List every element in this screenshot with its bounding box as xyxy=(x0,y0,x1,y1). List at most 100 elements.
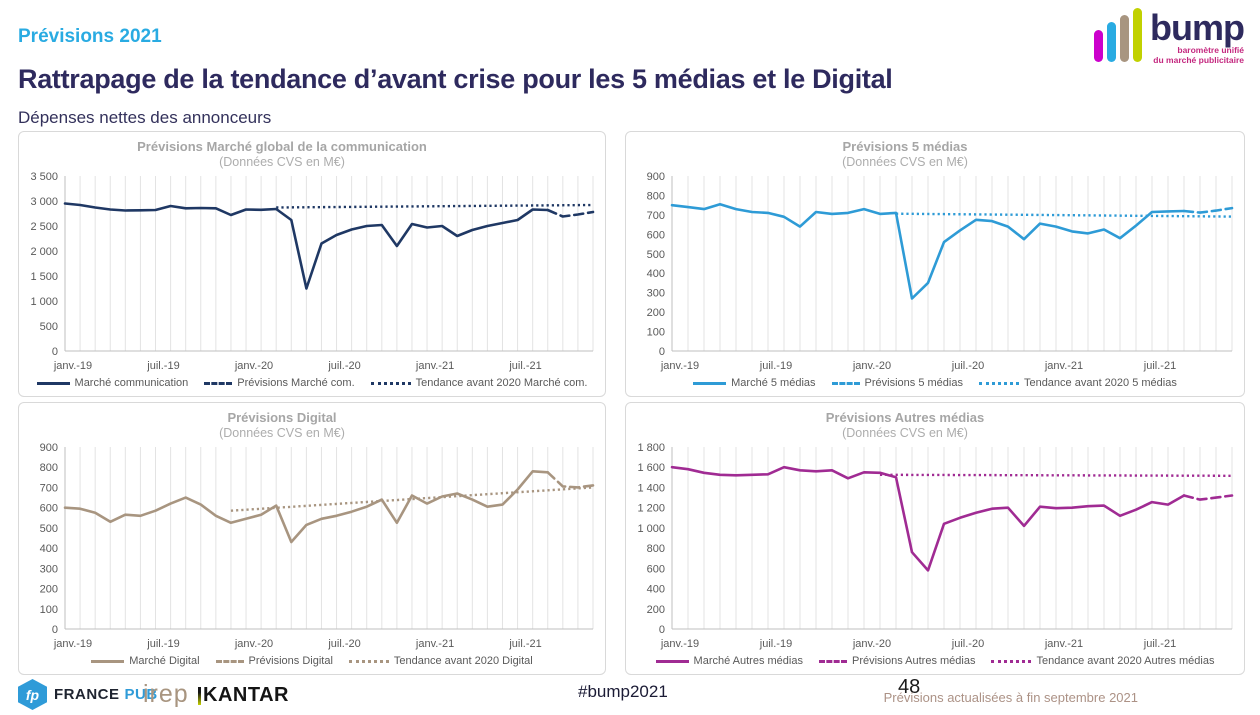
svg-text:1 800: 1 800 xyxy=(637,442,665,454)
chart-legend: Marché Digital Prévisions Digital Tendan… xyxy=(19,655,605,674)
svg-text:400: 400 xyxy=(647,268,665,280)
chart-title: Prévisions Marché global de la communica… xyxy=(137,139,427,154)
kantar-accent-bar-icon xyxy=(198,686,201,705)
chart-subtitle: (Données CVS en M€) xyxy=(842,426,968,440)
svg-text:janv.-21: janv.-21 xyxy=(415,638,454,650)
bump-tagline-line2: du marché publicitaire xyxy=(1153,55,1244,65)
chart-plot-area: 0 100 200 300 400 500 600 700 800 900 janv.-19 juil… xyxy=(40,442,595,650)
svg-text:1 200: 1 200 xyxy=(637,503,665,515)
france-pub-hexagon-icon: fp xyxy=(18,679,47,710)
svg-text:400: 400 xyxy=(40,543,58,555)
svg-text:2 500: 2 500 xyxy=(30,221,58,233)
svg-text:juil.-21: juil.-21 xyxy=(1143,360,1176,372)
svg-text:1 000: 1 000 xyxy=(30,296,58,308)
bump-bar-magenta xyxy=(1094,30,1104,62)
svg-text:800: 800 xyxy=(40,462,58,474)
legend-label: Marché communication xyxy=(74,377,189,389)
kicker: Prévisions 2021 xyxy=(18,26,162,47)
chart-panel-5-medias: Prévisions 5 médias (Données CVS en M€) … xyxy=(625,131,1245,397)
chart-title: Prévisions Autres médias xyxy=(825,410,985,425)
chart-plot-area: 0 500 1 000 1 500 2 000 2 500 3 000 3 500 janv.-… xyxy=(30,171,595,372)
legend-dashed-line-icon xyxy=(215,659,244,663)
svg-text:juil.-20: juil.-20 xyxy=(951,360,984,372)
svg-text:0: 0 xyxy=(52,624,58,636)
svg-text:2 000: 2 000 xyxy=(30,246,58,258)
legend-solid-line-icon xyxy=(655,659,689,663)
legend-label: Tendance avant 2020 5 médias xyxy=(1023,377,1177,389)
legend-dotted-line-icon xyxy=(978,381,1019,385)
footer: fp FRANCE PUB irep KANTAR #bump2021 48 Pr… xyxy=(0,676,1260,715)
france-pub-logo: fp FRANCE PUB xyxy=(18,679,158,710)
legend-label: Prévisions Digital xyxy=(248,655,333,667)
chart-subtitle: (Données CVS en M€) xyxy=(842,155,968,169)
bump-bar-blue xyxy=(1107,22,1117,62)
chart-plot-area: 0 100 200 300 400 500 600 700 800 900 janv.-19 juil… xyxy=(647,171,1234,372)
legend-dotted-line-icon xyxy=(348,659,389,663)
bump-bar-taupe xyxy=(1120,15,1130,62)
svg-text:3 000: 3 000 xyxy=(30,196,58,208)
svg-text:1 500: 1 500 xyxy=(30,271,58,283)
bump-wordmark: bump xyxy=(1150,7,1245,48)
legend-solid-line-icon xyxy=(36,381,70,385)
svg-text:400: 400 xyxy=(647,584,665,596)
bump-logo: bump baromètre unifié du marché publicit… xyxy=(1094,7,1245,65)
bump-tagline-line1: baromètre unifié xyxy=(1177,45,1244,55)
svg-text:500: 500 xyxy=(40,523,58,535)
svg-text:juil.-19: juil.-19 xyxy=(759,638,792,650)
irep-logo: irep xyxy=(143,680,189,708)
hashtag: #bump2021 xyxy=(578,682,668,701)
svg-text:300: 300 xyxy=(647,288,665,300)
chart-legend: Marché Autres médias Prévisions Autres m… xyxy=(626,655,1244,674)
svg-text:700: 700 xyxy=(40,482,58,494)
legend-dashed-line-icon xyxy=(204,381,233,385)
svg-text:0: 0 xyxy=(52,346,58,358)
chart-subtitle: (Données CVS en M€) xyxy=(219,155,345,169)
svg-text:800: 800 xyxy=(647,190,665,202)
chart-subtitle: (Données CVS en M€) xyxy=(219,426,345,440)
legend-dotted-line-icon xyxy=(991,659,1032,663)
svg-text:100: 100 xyxy=(40,604,58,616)
svg-text:janv.-20: janv.-20 xyxy=(852,638,891,650)
svg-text:0: 0 xyxy=(659,624,665,636)
chart-title: Prévisions Digital xyxy=(227,410,337,425)
update-note: Prévisions actualisées à fin septembre 2… xyxy=(883,690,1138,705)
svg-text:janv.-19: janv.-19 xyxy=(660,360,699,372)
legend-label: Prévisions 5 médias xyxy=(864,377,963,389)
page-number: 48 xyxy=(898,676,921,698)
svg-text:200: 200 xyxy=(647,307,665,319)
legend-solid-line-icon xyxy=(693,381,727,385)
svg-text:200: 200 xyxy=(647,604,665,616)
france-pub-word-pub: PUB xyxy=(124,686,158,703)
kantar-wordmark: KANTAR xyxy=(203,684,289,706)
svg-text:3 500: 3 500 xyxy=(30,171,58,183)
svg-text:janv.-19: janv.-19 xyxy=(53,638,92,650)
svg-text:janv.-19: janv.-19 xyxy=(660,638,699,650)
svg-text:juil.-20: juil.-20 xyxy=(951,638,984,650)
france-pub-initials: fp xyxy=(25,686,40,703)
svg-text:janv.-20: janv.-20 xyxy=(234,638,273,650)
legend-label: Marché Digital xyxy=(129,655,200,667)
chart-title: Prévisions 5 médias xyxy=(842,139,968,154)
svg-text:juil.-21: juil.-21 xyxy=(508,360,541,372)
chart-legend: Marché communication Prévisions Marché c… xyxy=(19,377,605,396)
svg-text:500: 500 xyxy=(40,321,58,333)
svg-text:500: 500 xyxy=(647,249,665,261)
legend-label: Tendance avant 2020 Autres médias xyxy=(1036,655,1215,667)
svg-text:janv.-21: janv.-21 xyxy=(415,360,454,372)
svg-text:600: 600 xyxy=(40,503,58,515)
bump-tagline: baromètre unifié du marché publicitaire xyxy=(1153,45,1244,65)
svg-text:juil.-19: juil.-19 xyxy=(146,360,179,372)
svg-text:0: 0 xyxy=(659,346,665,358)
legend-label: Tendance avant 2020 Digital xyxy=(393,655,533,667)
svg-text:900: 900 xyxy=(647,171,665,183)
legend-dotted-line-icon xyxy=(370,381,411,385)
legend-label: Prévisions Autres médias xyxy=(851,655,976,667)
chart-plot-area: 0 200 400 600 800 1 000 1 200 1 400 1 600 1 800 ja… xyxy=(637,442,1234,650)
chart-panel-autres-medias: Prévisions Autres médias (Données CVS en… xyxy=(625,402,1245,675)
svg-text:janv.-19: janv.-19 xyxy=(53,360,92,372)
svg-text:700: 700 xyxy=(647,210,665,222)
svg-text:janv.-20: janv.-20 xyxy=(234,360,273,372)
legend-label: Marché Autres médias xyxy=(693,655,803,667)
svg-text:800: 800 xyxy=(647,543,665,555)
legend-dashed-line-icon xyxy=(831,381,860,385)
